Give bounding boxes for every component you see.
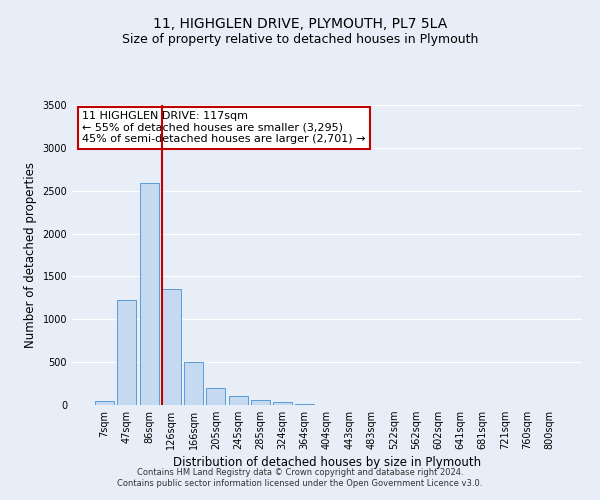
Bar [206, 388, 225, 405]
Bar [273, 402, 292, 405]
Bar [140, 183, 158, 405]
Text: 11, HIGHGLEN DRIVE, PLYMOUTH, PL7 5LA: 11, HIGHGLEN DRIVE, PLYMOUTH, PL7 5LA [153, 18, 447, 32]
Text: Size of property relative to detached houses in Plymouth: Size of property relative to detached ho… [122, 32, 478, 46]
Text: Contains HM Land Registry data © Crown copyright and database right 2024.
Contai: Contains HM Land Registry data © Crown c… [118, 468, 482, 487]
Bar [184, 362, 203, 405]
Y-axis label: Number of detached properties: Number of detached properties [24, 162, 37, 348]
X-axis label: Distribution of detached houses by size in Plymouth: Distribution of detached houses by size … [173, 456, 481, 469]
Bar [251, 400, 270, 405]
Bar [118, 300, 136, 405]
Bar [229, 396, 248, 405]
Bar [295, 404, 314, 405]
Bar [162, 290, 181, 405]
Text: 11 HIGHGLEN DRIVE: 117sqm
← 55% of detached houses are smaller (3,295)
45% of se: 11 HIGHGLEN DRIVE: 117sqm ← 55% of detac… [82, 111, 366, 144]
Bar [95, 400, 114, 405]
